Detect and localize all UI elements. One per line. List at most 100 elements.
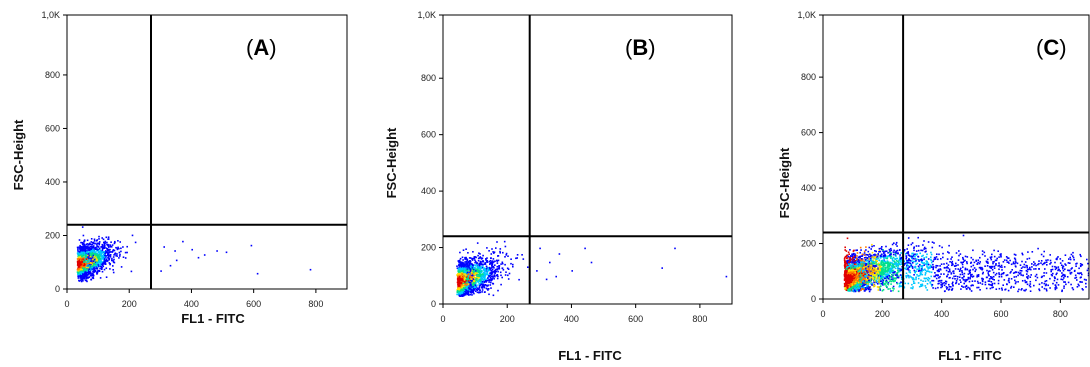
event-point [461, 291, 463, 293]
event-point [102, 265, 105, 268]
event-point [80, 259, 82, 262]
event-point [88, 269, 91, 272]
event-point [459, 274, 462, 277]
event-point [465, 289, 468, 291]
event-point [466, 285, 469, 287]
event-point [471, 294, 473, 296]
event-point [927, 266, 929, 269]
event-point [90, 251, 92, 253]
event-point [83, 257, 85, 260]
event-point [92, 273, 94, 276]
event-point [83, 266, 86, 268]
event-point [880, 285, 882, 287]
event-point [102, 257, 105, 260]
event-point [898, 275, 900, 277]
event-point [478, 264, 481, 267]
event-point [78, 258, 80, 261]
event-point [100, 261, 102, 263]
event-point [468, 277, 471, 279]
event-point [498, 266, 500, 269]
event-point [78, 267, 81, 270]
event-point [84, 273, 86, 276]
event-point [920, 258, 923, 260]
event-point [81, 241, 83, 244]
event-point [464, 294, 467, 296]
event-point [100, 253, 103, 256]
event-point [87, 261, 90, 263]
event-point [496, 262, 499, 264]
event-point [101, 244, 104, 246]
panel-a-x-ticks: 0 200 400 600 800 [64, 289, 323, 309]
event-point [471, 274, 474, 277]
event-point [84, 253, 87, 256]
event-point [101, 263, 103, 266]
event-point [487, 275, 490, 277]
event-point [134, 241, 137, 244]
event-point [85, 279, 88, 282]
event-point [98, 261, 100, 264]
event-point [457, 274, 459, 277]
event-point [889, 288, 891, 290]
event-point [83, 239, 86, 241]
event-point [119, 255, 121, 257]
event-point [101, 248, 104, 251]
event-point [462, 263, 464, 266]
event-point [84, 275, 87, 278]
event-point [461, 285, 464, 288]
event-point [97, 256, 100, 259]
sparse-event-point [225, 251, 228, 254]
event-point [82, 252, 85, 255]
event-point [478, 273, 480, 276]
event-point [458, 294, 461, 297]
event-point [464, 275, 467, 278]
event-point [464, 271, 467, 273]
event-point [91, 245, 93, 248]
event-point [82, 277, 85, 279]
x-tick-label: 600 [246, 299, 261, 309]
event-point [481, 289, 484, 291]
event-point [107, 238, 109, 240]
event-point [458, 260, 460, 262]
event-point [104, 263, 107, 265]
event-point [487, 267, 489, 269]
event-point [483, 271, 485, 274]
event-point [100, 246, 103, 248]
event-point [473, 270, 476, 273]
event-point [909, 271, 912, 274]
event-point [77, 247, 79, 250]
event-point [995, 263, 997, 265]
y-tick-label: 400 [45, 177, 60, 187]
event-point [86, 270, 88, 272]
event-point [1063, 277, 1065, 279]
x-tick-label: 0 [440, 314, 445, 324]
event-point [964, 268, 967, 271]
event-point [80, 261, 82, 264]
event-point [93, 268, 96, 270]
event-point [481, 260, 484, 263]
event-point [895, 243, 897, 246]
event-point [88, 262, 91, 265]
event-point [457, 285, 459, 287]
event-point [483, 276, 485, 279]
event-point [93, 253, 95, 256]
event-point [94, 247, 96, 249]
event-point [92, 250, 95, 253]
event-point [90, 266, 93, 269]
event-point [489, 274, 492, 277]
event-point [470, 292, 473, 294]
event-point [78, 246, 80, 248]
event-point [490, 279, 493, 281]
event-point [886, 273, 888, 275]
event-point [77, 258, 79, 261]
event-point [460, 279, 463, 281]
event-point [105, 276, 108, 278]
event-point [979, 282, 982, 284]
panel-a-points [76, 226, 312, 283]
event-point [470, 279, 473, 281]
event-point [471, 286, 473, 288]
event-point [490, 269, 493, 272]
event-point [480, 258, 483, 260]
event-point [99, 264, 101, 266]
event-point [462, 277, 465, 279]
event-point [492, 282, 494, 285]
